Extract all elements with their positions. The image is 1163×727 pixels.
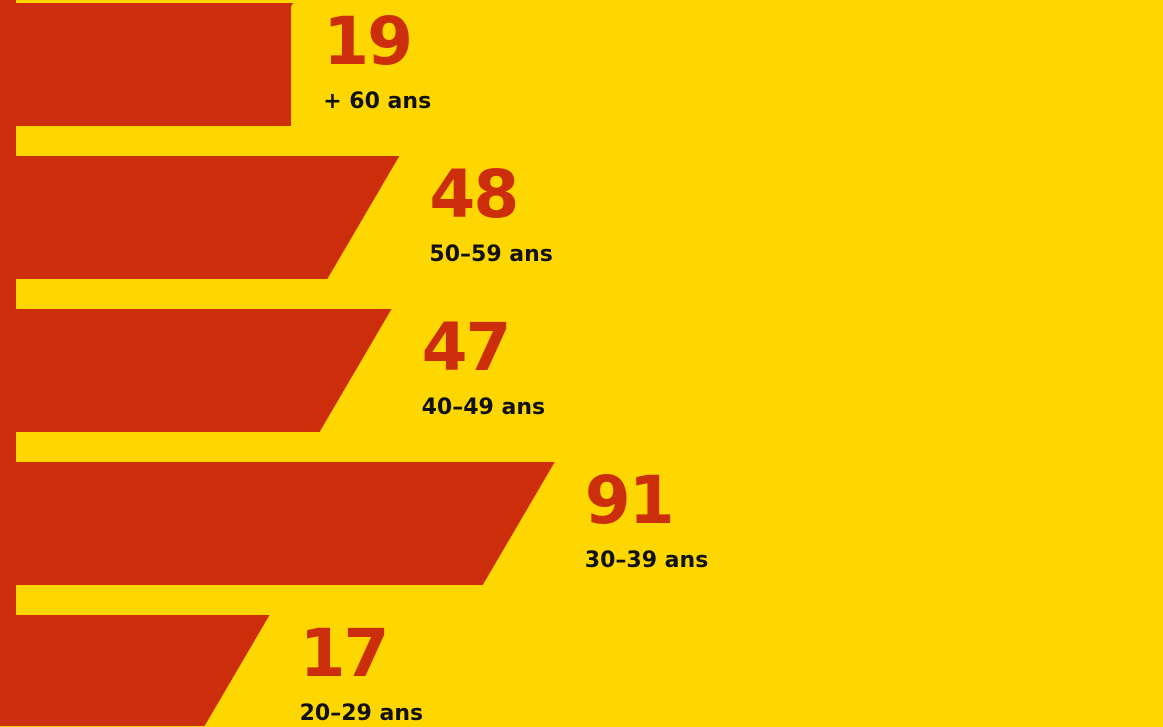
- bar-category-label: 40–49 ans: [421, 395, 546, 420]
- bar-value-label: 91: [584, 462, 675, 539]
- bar-base-0: [0, 3, 291, 126]
- bar-base-2: [0, 309, 111, 432]
- bar-category-label: 50–59 ans: [429, 242, 553, 267]
- bar-category-label: 20–29 ans: [299, 701, 424, 726]
- bar-40-49-ans: [38, 309, 392, 432]
- bar-value-label: 48: [429, 156, 519, 233]
- bar-30-39-ans: [0, 462, 555, 585]
- bar-category-label: 30–39 ans: [584, 548, 709, 573]
- bar-value-label: 19: [323, 3, 413, 80]
- bar-base-1: [0, 156, 201, 279]
- bar-spine: [0, 0, 16, 726]
- bar-category-label: + 60 ans: [323, 89, 432, 114]
- bar-value-label: 17: [299, 615, 390, 692]
- bar-20-29-ans: [0, 615, 270, 726]
- bar-value-label: 47: [421, 309, 512, 386]
